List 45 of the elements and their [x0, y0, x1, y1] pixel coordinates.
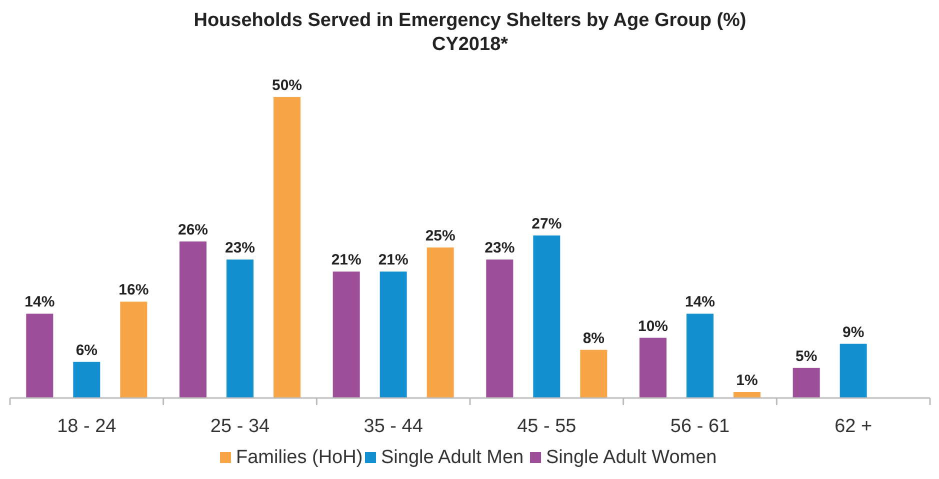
bar [792, 368, 820, 398]
data-label: 14% [684, 294, 716, 311]
x-tick-label: 56 - 61 [670, 416, 730, 437]
bar [120, 302, 148, 398]
bar [840, 344, 867, 398]
legend-label: Single Adult Women [546, 447, 717, 468]
bar [426, 248, 454, 398]
bar [226, 260, 254, 398]
bar [380, 272, 407, 398]
bar [686, 314, 714, 398]
bar [486, 260, 514, 398]
data-label: 8% [582, 330, 605, 347]
data-label: 26% [178, 221, 208, 238]
data-label: 21% [331, 252, 362, 269]
data-label: 23% [224, 240, 256, 257]
data-label: 50% [272, 77, 302, 94]
x-tick-label: 18 - 24 [57, 416, 117, 437]
x-tick-label: 45 - 55 [517, 416, 576, 437]
chart-subtitle: CY2018* [432, 34, 509, 55]
bar [533, 235, 560, 398]
data-label: 1% [736, 372, 758, 389]
bar [26, 314, 54, 398]
x-tick-label: 25 - 34 [210, 416, 270, 437]
bar [734, 392, 760, 398]
bar [580, 350, 608, 398]
data-label: 6% [76, 342, 98, 359]
legend-label: Single Adult Men [381, 447, 524, 468]
x-tick-label: 35 - 44 [364, 416, 424, 437]
bar [274, 97, 300, 398]
data-label: 21% [378, 252, 408, 269]
x-tick-label: 62 + [834, 416, 872, 437]
bar [180, 241, 206, 398]
legend-label: Families (HoH) [236, 447, 363, 468]
data-label: 5% [795, 348, 818, 365]
data-label: 9% [842, 324, 864, 341]
data-label: 25% [425, 228, 456, 244]
data-label: 27% [532, 215, 562, 232]
bar [332, 272, 360, 398]
data-label: 16% [118, 282, 149, 299]
data-label: 23% [484, 240, 515, 257]
data-label: 10% [638, 318, 668, 335]
bar [640, 338, 666, 398]
data-label: 14% [24, 294, 55, 311]
chart-title: Households Served in Emergency Shelters by Age Group (%) [194, 10, 746, 31]
bar [73, 362, 100, 398]
